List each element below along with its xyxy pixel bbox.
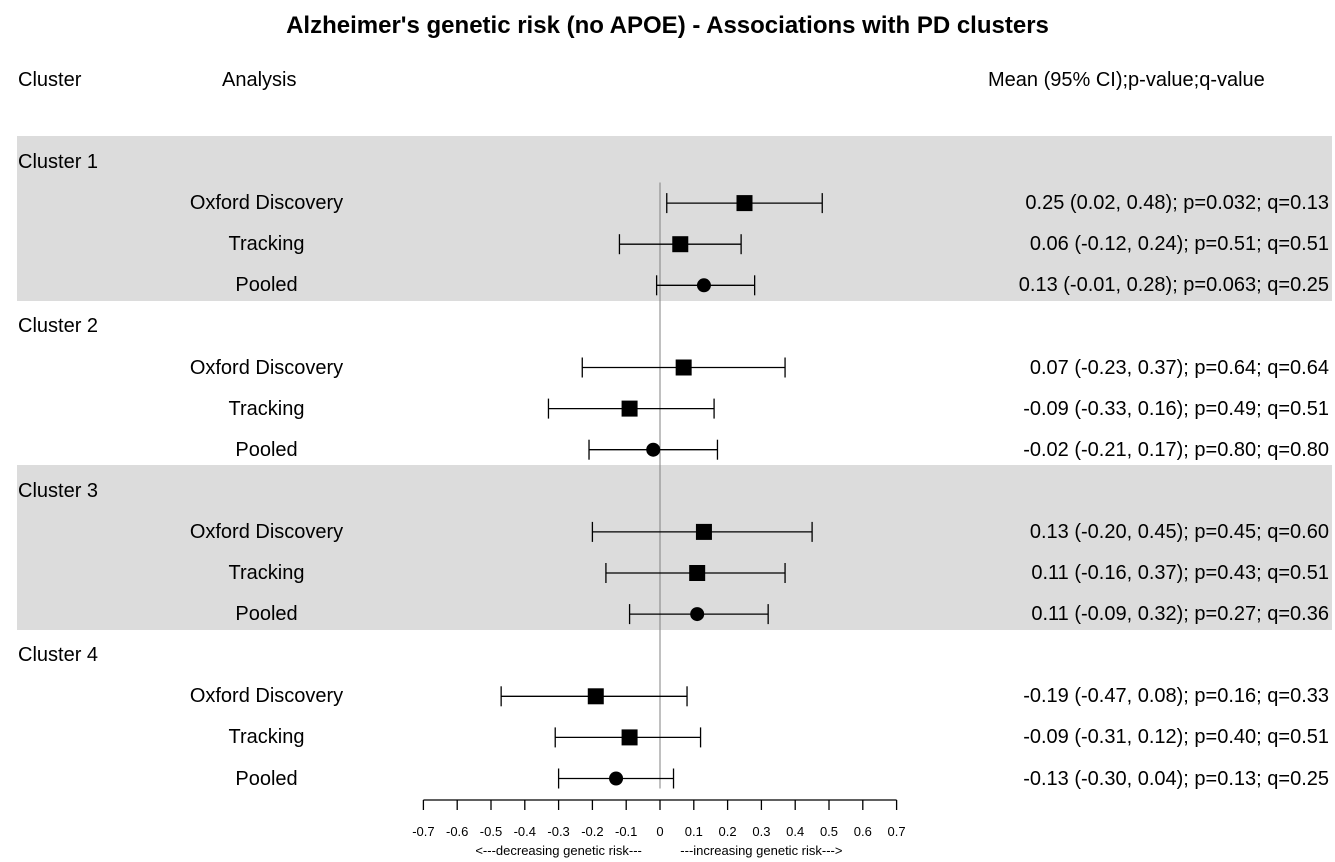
x-tick-label: 0.1 (685, 824, 703, 839)
cluster-band (17, 465, 1332, 630)
increasing-risk-label: ---increasing genetic risk---> (680, 843, 842, 858)
stats-label: -0.02 (-0.21, 0.17); p=0.80; q=0.80 (1023, 438, 1329, 461)
cluster-label: Cluster 2 (18, 315, 99, 338)
point-estimate-square (675, 359, 692, 376)
x-tick-label: -0.6 (446, 824, 468, 839)
analysis-label: Tracking (228, 726, 305, 749)
analysis-label: Tracking (228, 397, 305, 420)
point-estimate-square (621, 400, 638, 417)
stats-column-header: Mean (95% CI);p-value;q-value (988, 69, 1265, 91)
cluster-column-header: Cluster (18, 69, 82, 91)
cluster-label: Cluster 4 (18, 644, 99, 667)
analysis-label: Tracking (228, 562, 305, 584)
x-tick-label: 0.7 (888, 824, 906, 839)
stats-label: -0.19 (-0.47, 0.08); p=0.16; q=0.33 (1023, 685, 1329, 708)
x-tick-label: -0.7 (412, 824, 434, 839)
point-estimate-square (621, 729, 638, 746)
stats-label: -0.13 (-0.30, 0.04); p=0.13; q=0.25 (1023, 767, 1329, 790)
stats-label: 0.07 (-0.23, 0.37); p=0.64; q=0.64 (1029, 356, 1329, 379)
analysis-label: Oxford Discovery (189, 192, 344, 215)
analysis-label: Tracking (228, 233, 305, 256)
cluster-band (17, 136, 1332, 301)
point-estimate-square (672, 236, 689, 253)
analysis-label: Oxford Discovery (189, 685, 344, 708)
analysis-label: Pooled (235, 767, 298, 790)
point-estimate-square (695, 523, 712, 540)
x-tick-label: 0.5 (820, 824, 838, 839)
chart-title: Alzheimer's genetic risk (no APOE) - Ass… (286, 12, 1049, 39)
point-estimate-circle (646, 442, 661, 457)
analysis-label: Oxford Discovery (189, 356, 344, 379)
stats-label: 0.13 (-0.20, 0.45); p=0.45; q=0.60 (1029, 520, 1329, 543)
point-estimate-square (736, 195, 753, 212)
stats-label: -0.09 (-0.31, 0.12); p=0.40; q=0.51 (1023, 726, 1329, 749)
stats-label: 0.13 (-0.01, 0.28); p=0.063; q=0.25 (1018, 274, 1329, 297)
analysis-label: Pooled (235, 438, 298, 461)
x-tick-label: -0.5 (480, 824, 502, 839)
x-tick-label: -0.4 (514, 824, 536, 839)
analysis-column-header: Analysis (222, 69, 297, 91)
point-estimate-circle (696, 278, 711, 293)
stats-label: -0.09 (-0.33, 0.16); p=0.49; q=0.51 (1023, 397, 1329, 420)
decreasing-risk-label: <---decreasing genetic risk--- (475, 843, 642, 858)
stats-label: 0.11 (-0.09, 0.32); p=0.27; q=0.36 (1031, 603, 1329, 626)
x-tick-label: -0.2 (581, 824, 603, 839)
point-estimate-square (689, 565, 706, 581)
point-estimate-circle (609, 771, 624, 786)
x-tick-label: 0.4 (786, 824, 804, 839)
analysis-label: Pooled (235, 274, 298, 297)
point-estimate-square (587, 688, 604, 705)
point-estimate-circle (690, 607, 705, 622)
analysis-label: Oxford Discovery (189, 520, 344, 543)
stats-label: 0.06 (-0.12, 0.24); p=0.51; q=0.51 (1029, 233, 1329, 256)
stats-label: 0.25 (0.02, 0.48); p=0.032; q=0.13 (1025, 192, 1329, 215)
analysis-label: Pooled (235, 603, 298, 626)
x-tick-label: 0 (656, 824, 663, 839)
x-tick-label: 0.2 (719, 824, 737, 839)
cluster-label: Cluster 1 (18, 151, 99, 173)
x-tick-label: -0.3 (547, 824, 569, 839)
x-tick-label: 0.3 (752, 824, 770, 839)
stats-label: 0.11 (-0.16, 0.37); p=0.43; q=0.51 (1031, 562, 1329, 584)
x-tick-label: 0.6 (854, 824, 872, 839)
cluster-label: Cluster 3 (18, 479, 99, 502)
x-tick-label: -0.1 (615, 824, 637, 839)
